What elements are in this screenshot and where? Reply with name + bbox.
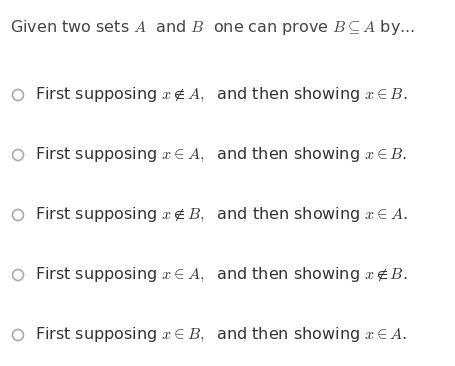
Text: First supposing $x \notin B,$  and then showing $x \in A$.: First supposing $x \notin B,$ and then s… bbox=[35, 206, 407, 224]
Text: First supposing $x \in A,$  and then showing $x \notin B$.: First supposing $x \in A,$ and then show… bbox=[35, 266, 407, 284]
Text: First supposing $x \in A,$  and then showing $x \in B$.: First supposing $x \in A,$ and then show… bbox=[35, 146, 407, 164]
Text: First supposing $x \notin A,$  and then showing $x \in B$.: First supposing $x \notin A,$ and then s… bbox=[35, 86, 407, 104]
Text: Given two sets $\mathit{A}$  and $\mathit{B}$  one can prove $B \subseteq A$ by.: Given two sets $\mathit{A}$ and $\mathit… bbox=[10, 18, 415, 37]
Text: First supposing $x \in B,$  and then showing $x \in A$.: First supposing $x \in B,$ and then show… bbox=[35, 326, 407, 344]
